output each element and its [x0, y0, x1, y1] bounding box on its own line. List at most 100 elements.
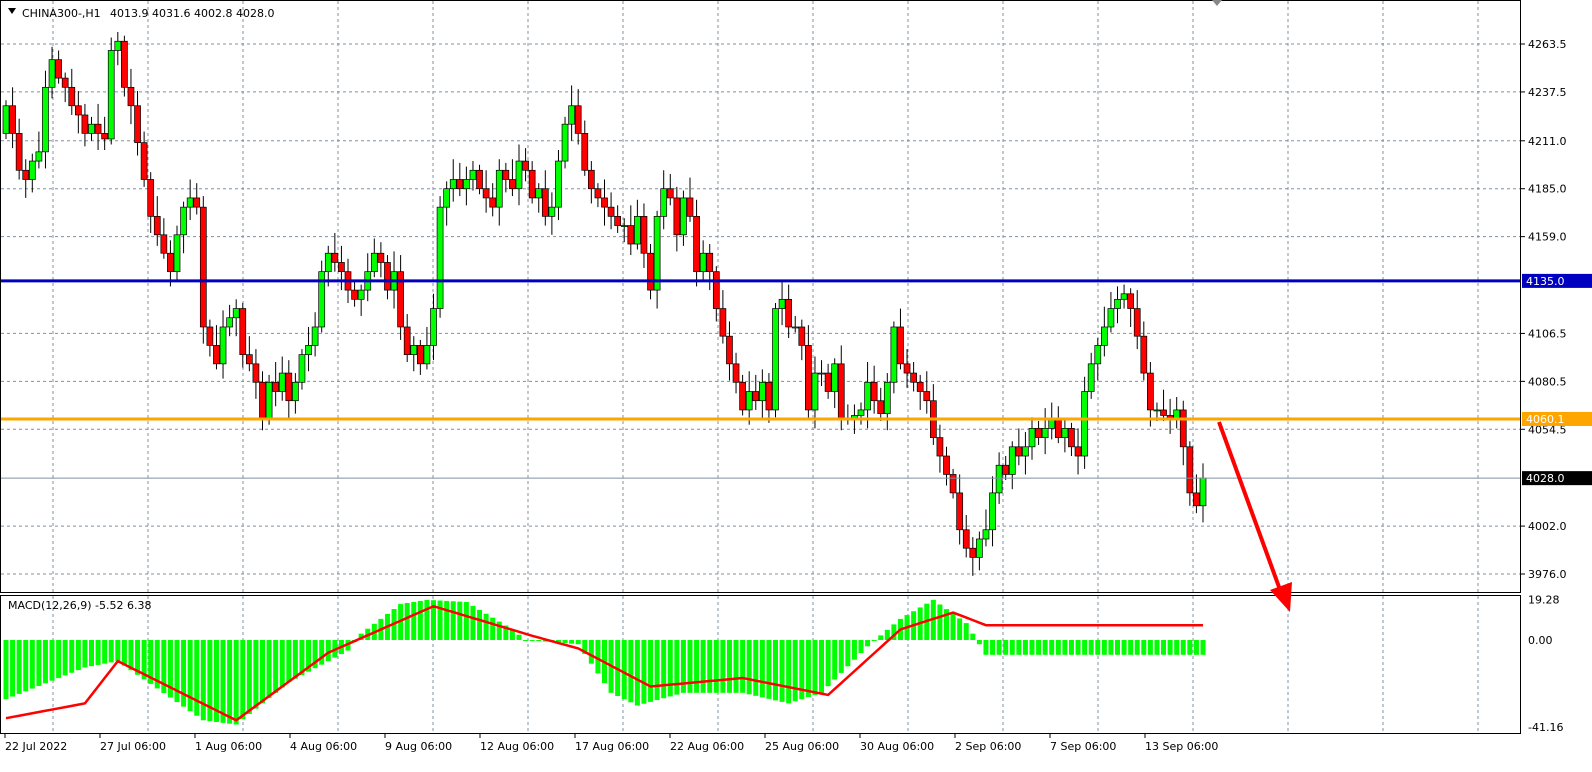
shift-marker-icon[interactable]	[1212, 0, 1222, 6]
level-badge	[1522, 411, 1592, 426]
collapse-triangle-icon[interactable]	[8, 8, 16, 14]
macd-histogram-bar	[1042, 640, 1048, 655]
macd-histogram-bar	[10, 640, 16, 697]
macd-histogram-bar	[562, 640, 568, 644]
candle-bull	[1048, 418, 1056, 429]
candle-bull	[1028, 428, 1036, 448]
candle-bull	[35, 151, 43, 162]
macd-histogram-bar	[1200, 640, 1206, 655]
macd-histogram-bar	[1088, 640, 1094, 655]
macd-histogram-bar	[674, 640, 680, 695]
macd-histogram-bar	[680, 640, 686, 693]
current-price-label: 4028.0	[1526, 472, 1565, 485]
candle-bear	[397, 271, 404, 328]
candle-bull	[680, 197, 687, 236]
candle-bull	[811, 372, 819, 411]
macd-histogram-bar	[1161, 640, 1167, 655]
candle-bull	[1081, 391, 1088, 457]
x-tick-label: 22 Aug 06:00	[670, 740, 744, 753]
candle-bear	[416, 345, 424, 365]
y-tick-label: 4263.5	[1528, 38, 1567, 51]
macd-histogram-bar	[503, 625, 509, 640]
macd-histogram-bar	[69, 640, 75, 673]
x-tick-label: 22 Jul 2022	[5, 740, 67, 753]
candle-bull	[436, 206, 444, 309]
candle-bear	[509, 179, 516, 190]
macd-histogram-bar	[404, 603, 410, 640]
candle-bull	[1041, 428, 1049, 438]
macd-histogram-bar	[411, 601, 417, 640]
macd-label: MACD(12,26,9) -5.52 6.38	[8, 599, 152, 612]
macd-histogram-bar	[957, 618, 963, 640]
candle-bull	[555, 160, 562, 208]
candle-bear	[456, 179, 464, 190]
macd-histogram-bar	[1003, 640, 1009, 655]
candle-bull	[515, 160, 523, 190]
candle-bull	[1061, 428, 1069, 438]
candle-bear	[601, 197, 608, 208]
candle-bull	[469, 169, 477, 180]
candle-bear	[239, 308, 247, 355]
candle-bear	[607, 206, 615, 217]
candle-bull	[1153, 409, 1161, 412]
macd-histogram-bar	[805, 640, 811, 698]
macd-histogram-bar	[726, 640, 732, 693]
macd-tick-label: -41.16	[1528, 721, 1563, 734]
macd-histogram-bar	[1022, 640, 1028, 655]
candle-bear	[686, 197, 694, 217]
candle-bear	[167, 252, 174, 273]
candle-bull	[265, 381, 273, 420]
macd-histogram-bar	[463, 601, 469, 640]
macd-histogram-bar	[490, 617, 496, 640]
macd-histogram-bar	[1141, 640, 1147, 655]
candle-bull	[298, 354, 306, 383]
macd-histogram-bar	[1134, 640, 1140, 655]
candle-bull	[883, 381, 891, 414]
macd-histogram-bar	[1108, 640, 1114, 655]
macd-histogram-bar	[641, 640, 647, 704]
candle-bull	[568, 105, 575, 125]
y-tick-label: 4185.0	[1528, 183, 1567, 196]
candle-bear	[541, 188, 549, 217]
candle-bear	[1193, 492, 1200, 507]
candle-bull	[48, 59, 56, 88]
macd-histogram-bar	[1029, 640, 1035, 655]
macd-histogram-bar	[766, 640, 772, 699]
candle-bear	[272, 381, 280, 392]
macd-histogram-bar	[1154, 640, 1160, 655]
macd-histogram-bar	[292, 640, 298, 679]
macd-histogram-bar	[516, 634, 522, 640]
candle-bull	[292, 381, 299, 402]
candle-bear	[121, 40, 128, 88]
macd-histogram-bar	[437, 600, 443, 640]
candle-bear	[837, 363, 845, 420]
macd-histogram-bar	[227, 640, 233, 724]
macd-histogram-bar	[575, 640, 581, 645]
macd-histogram-bar	[279, 640, 285, 688]
macd-signal-line	[5, 604, 1203, 722]
candle-bull	[995, 464, 1003, 494]
y-tick-label: 4237.5	[1528, 86, 1567, 99]
macd-histogram-bar	[220, 640, 226, 723]
candle-bear	[719, 308, 727, 337]
macd-histogram-bar	[299, 640, 305, 676]
candle-bull	[745, 391, 753, 411]
candle-bull	[1100, 326, 1108, 346]
candle-bear	[923, 391, 931, 402]
candle-bear	[640, 216, 648, 254]
macd-histogram-bar	[82, 640, 88, 668]
candle-bull	[305, 345, 312, 355]
macd-histogram-bar	[266, 640, 272, 699]
macd-histogram-bar	[1147, 640, 1153, 655]
candle-bull	[1120, 293, 1128, 300]
candle-bear	[712, 271, 720, 309]
macd-histogram-bar	[707, 640, 713, 693]
candle-bear	[1054, 418, 1062, 438]
candle-bull	[324, 252, 332, 273]
candle-bear	[943, 455, 950, 475]
candle-bull	[1087, 363, 1095, 392]
candle-bear	[193, 197, 201, 208]
macd-histogram-bar	[588, 640, 594, 664]
